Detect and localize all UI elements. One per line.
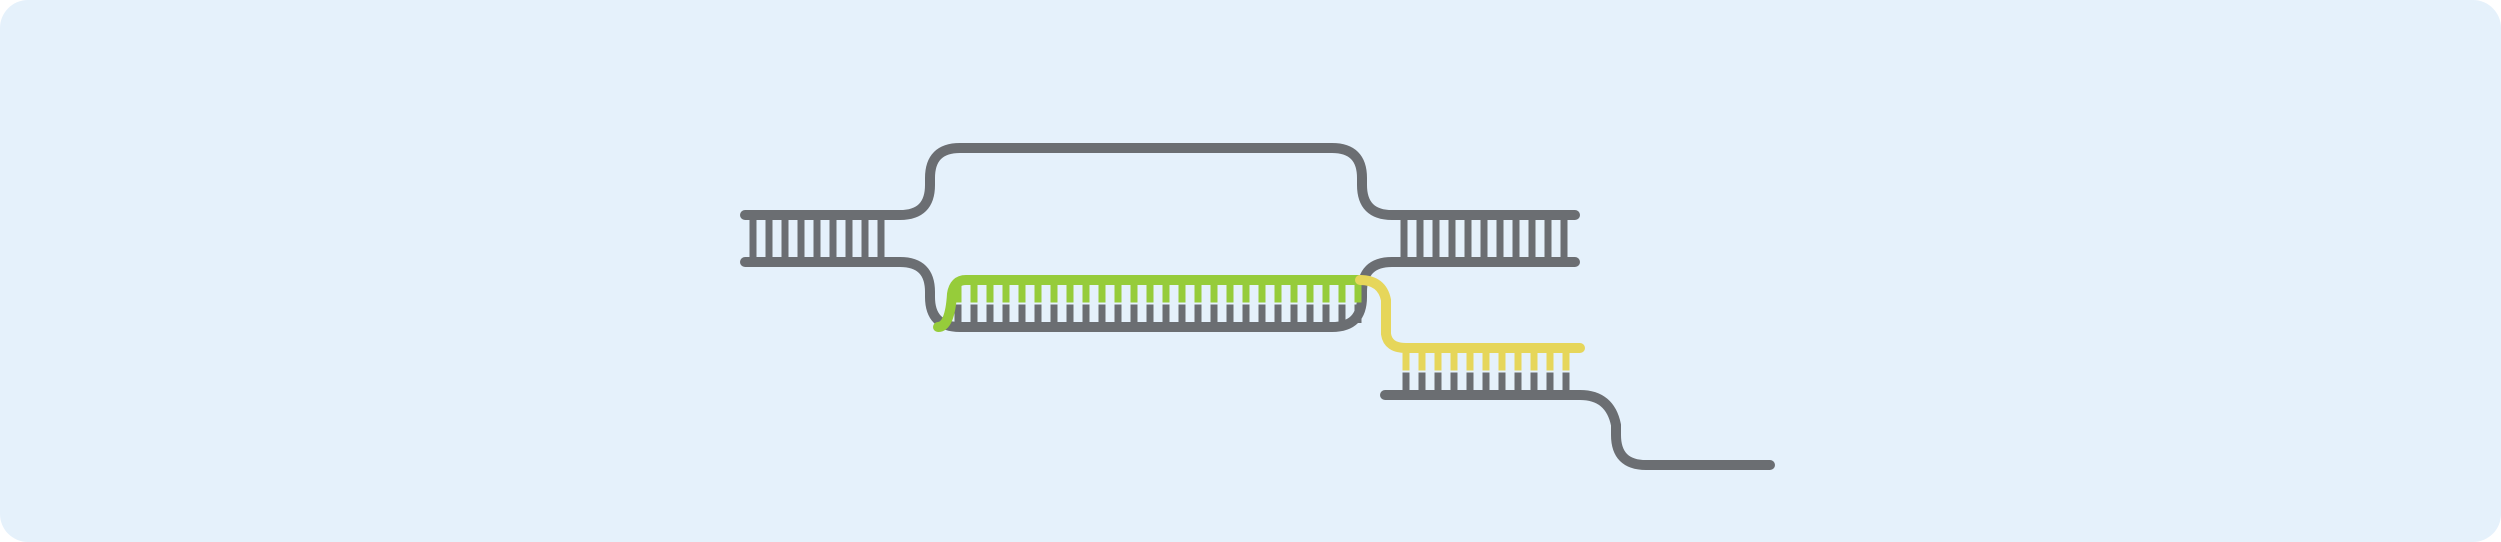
diagram-card [0, 0, 2501, 542]
dna-diagram [0, 0, 2501, 542]
